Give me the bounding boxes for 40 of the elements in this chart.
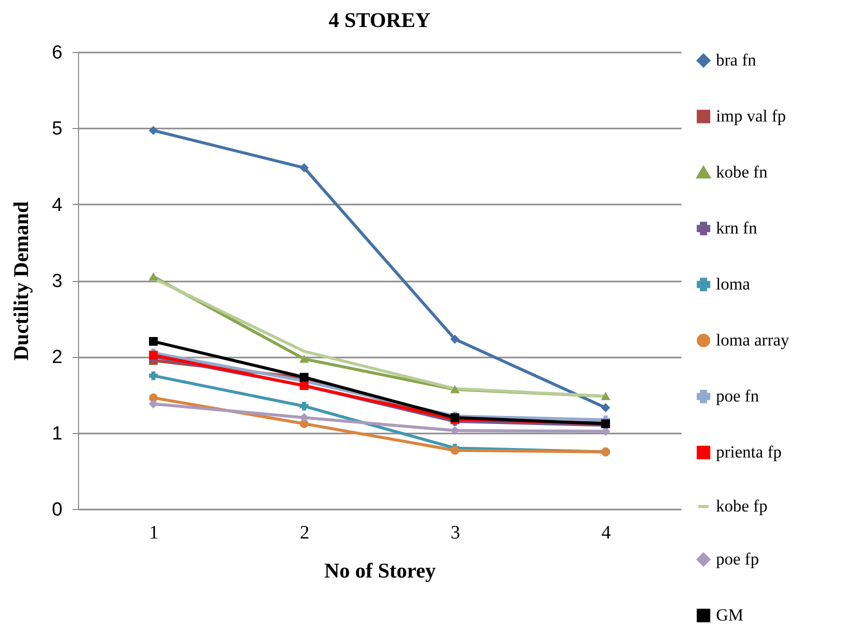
point <box>300 355 308 363</box>
point <box>601 392 610 400</box>
y-tick-label: 3 <box>52 271 62 292</box>
y-tick-label: 4 <box>52 194 63 216</box>
chart-title: 4 STOREY <box>328 8 430 32</box>
point <box>601 403 610 412</box>
legend-label: krn fn <box>716 218 758 238</box>
point <box>149 272 158 281</box>
legend-label: loma <box>716 274 750 294</box>
y-tick-label: 6 <box>52 42 62 64</box>
legend-label: imp val fp <box>716 106 786 126</box>
x-tick-label: 3 <box>450 522 460 544</box>
legend-label: poe fn <box>716 386 760 406</box>
x-tick-label: 2 <box>300 522 310 544</box>
x-axis-title: No of Storey <box>324 558 436 582</box>
legend-label: prienta fp <box>716 442 782 462</box>
point <box>450 426 460 435</box>
y-axis-title: Ductility Demand <box>8 201 33 361</box>
point <box>149 126 158 135</box>
point <box>149 337 158 346</box>
legend-label: GM <box>716 606 744 624</box>
point <box>450 334 460 344</box>
point <box>300 163 308 172</box>
legend-label: poe fp <box>716 550 759 568</box>
point <box>149 400 158 408</box>
y-tick-label: 0 <box>52 500 62 520</box>
point <box>149 371 158 380</box>
x-tick-label: 1 <box>149 522 159 544</box>
point <box>300 402 308 411</box>
x-tick-label: 4 <box>601 522 612 544</box>
y-tick-label: 1 <box>52 423 62 444</box>
point <box>450 446 460 455</box>
y-tick-label: 2 <box>52 347 62 368</box>
legend-label: bra fn <box>716 50 757 70</box>
legend-label: kobe fn <box>716 162 768 182</box>
y-tick-label: 5 <box>52 118 62 140</box>
legend-label: loma array <box>716 330 790 350</box>
point <box>300 413 308 422</box>
point <box>450 386 460 394</box>
legend-label: kobe fp <box>716 496 768 516</box>
